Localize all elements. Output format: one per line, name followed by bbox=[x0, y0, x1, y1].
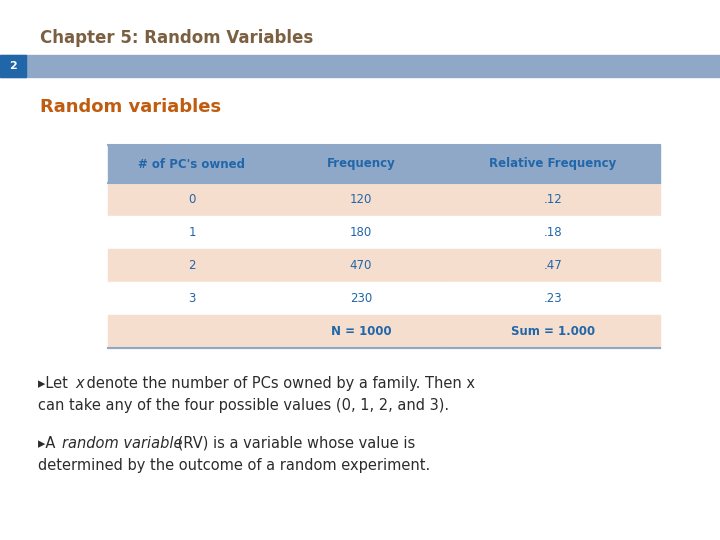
Text: 1: 1 bbox=[188, 226, 196, 239]
Text: denote the number of PCs owned by a family. Then x: denote the number of PCs owned by a fami… bbox=[82, 376, 475, 391]
Text: can take any of the four possible values (0, 1, 2, and 3).: can take any of the four possible values… bbox=[38, 398, 449, 413]
Bar bbox=[108, 183, 276, 216]
Text: .47: .47 bbox=[544, 259, 562, 272]
Text: .12: .12 bbox=[544, 193, 562, 206]
Text: Frequency: Frequency bbox=[327, 158, 395, 171]
Text: 0: 0 bbox=[189, 193, 196, 206]
Bar bbox=[276, 145, 446, 183]
Bar bbox=[108, 249, 276, 282]
Text: Relative Frequency: Relative Frequency bbox=[490, 158, 616, 171]
Bar bbox=[108, 216, 276, 249]
Text: 3: 3 bbox=[189, 292, 196, 305]
Bar bbox=[276, 249, 446, 282]
Text: 230: 230 bbox=[350, 292, 372, 305]
Text: Chapter 5: Random Variables: Chapter 5: Random Variables bbox=[40, 29, 313, 47]
Text: 2: 2 bbox=[188, 259, 196, 272]
Bar bbox=[446, 249, 660, 282]
Bar bbox=[446, 282, 660, 315]
Bar bbox=[108, 145, 276, 183]
Text: Random variables: Random variables bbox=[40, 98, 221, 116]
Text: determined by the outcome of a random experiment.: determined by the outcome of a random ex… bbox=[38, 458, 431, 473]
Text: ▸Let: ▸Let bbox=[38, 376, 73, 391]
Text: 2: 2 bbox=[9, 61, 17, 71]
Text: Sum = 1.000: Sum = 1.000 bbox=[511, 325, 595, 338]
Bar bbox=[108, 315, 276, 348]
Text: 180: 180 bbox=[350, 226, 372, 239]
Text: .18: .18 bbox=[544, 226, 562, 239]
Bar bbox=[446, 145, 660, 183]
Text: .23: .23 bbox=[544, 292, 562, 305]
Bar bbox=[276, 216, 446, 249]
Text: random variable: random variable bbox=[62, 436, 182, 451]
Bar bbox=[446, 315, 660, 348]
Text: ▸A: ▸A bbox=[38, 436, 60, 451]
Text: (RV) is a variable whose value is: (RV) is a variable whose value is bbox=[173, 436, 415, 451]
Bar bbox=[446, 183, 660, 216]
Bar bbox=[0, 55, 26, 77]
Bar bbox=[0, 55, 720, 77]
Bar bbox=[276, 183, 446, 216]
Text: # of PC's owned: # of PC's owned bbox=[138, 158, 246, 171]
Text: 470: 470 bbox=[350, 259, 372, 272]
Text: x: x bbox=[75, 376, 84, 391]
Text: N = 1000: N = 1000 bbox=[330, 325, 391, 338]
Text: 120: 120 bbox=[350, 193, 372, 206]
Bar bbox=[276, 282, 446, 315]
Bar bbox=[446, 216, 660, 249]
Bar bbox=[276, 315, 446, 348]
Bar bbox=[108, 282, 276, 315]
